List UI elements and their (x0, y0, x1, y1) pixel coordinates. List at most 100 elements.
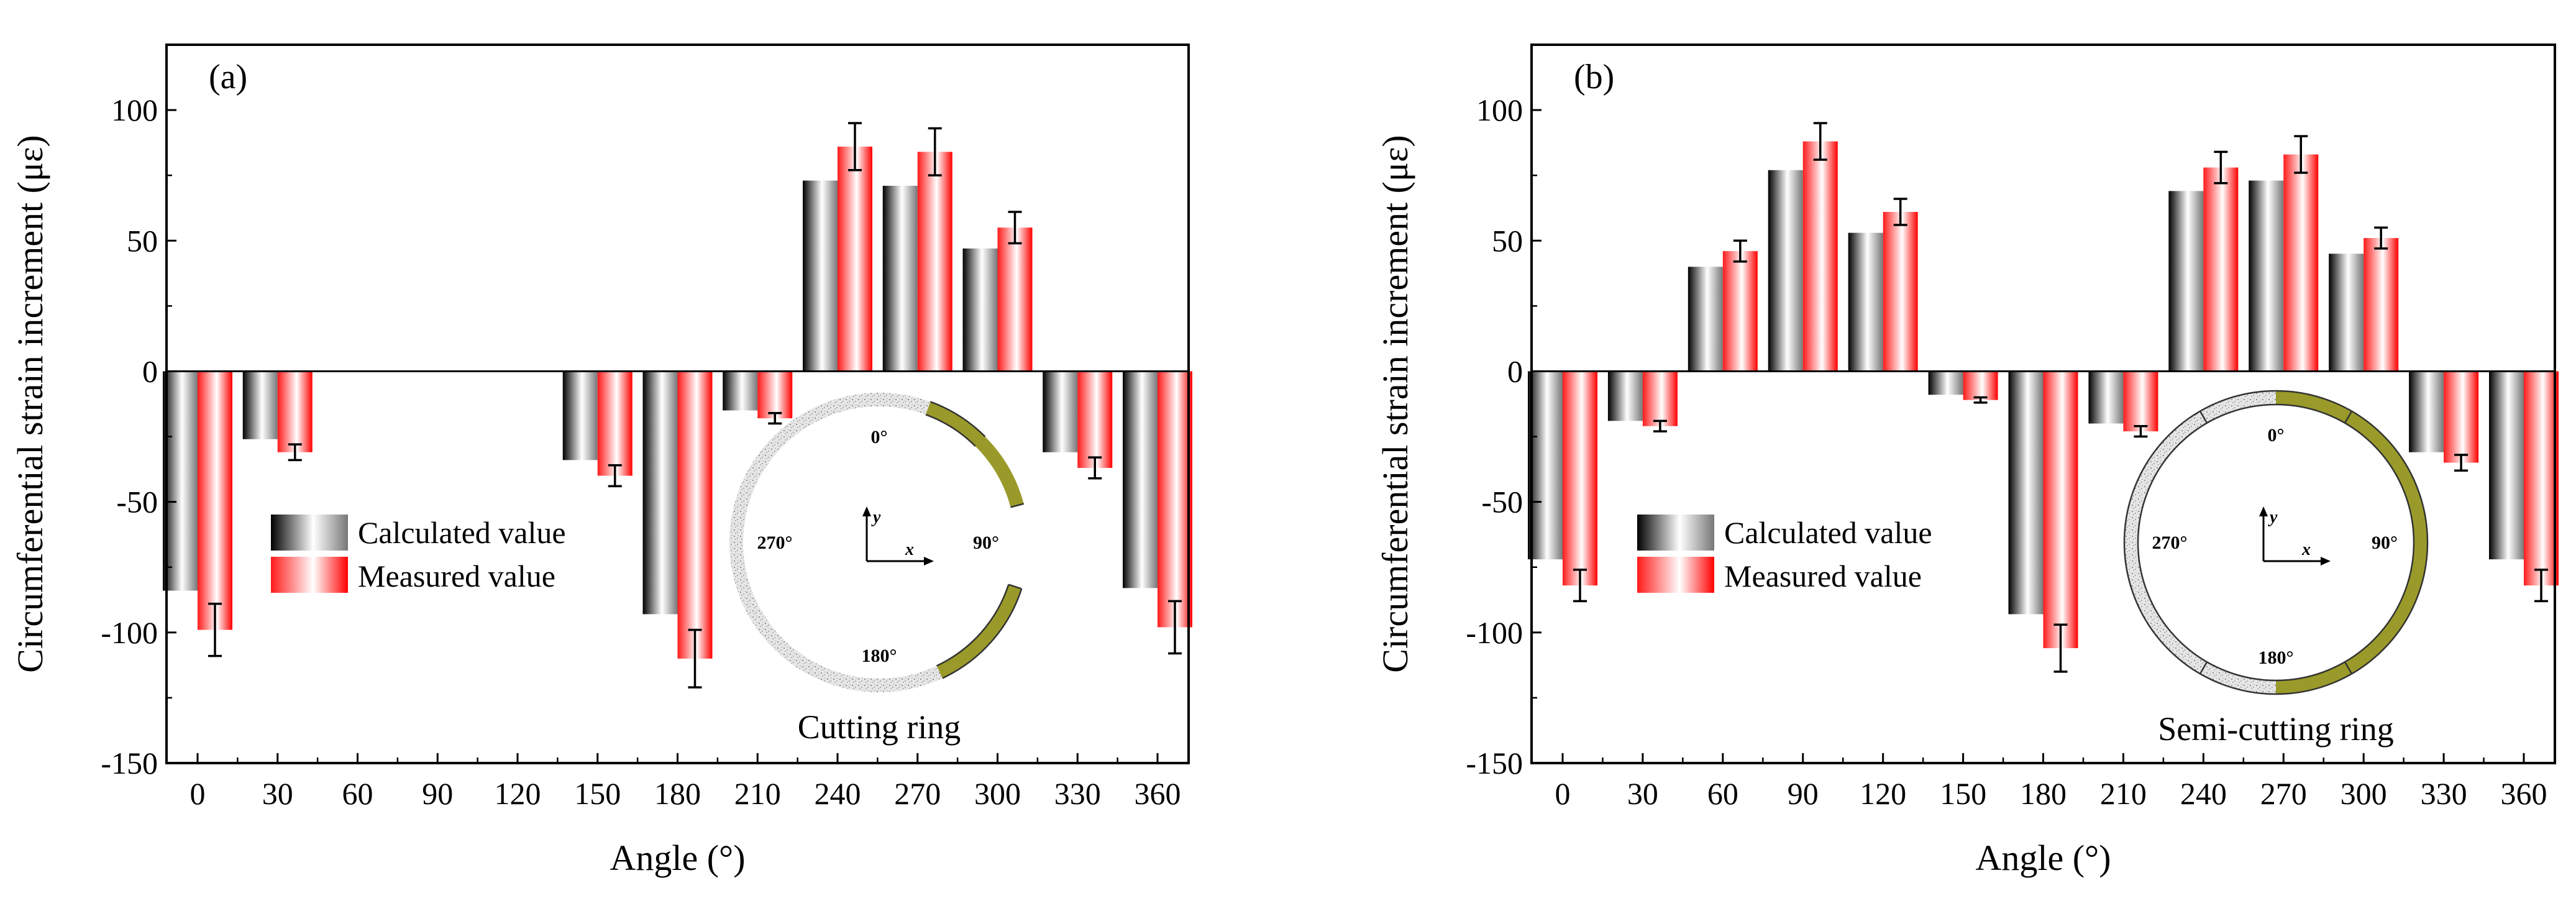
y-tick-label: -50 (116, 485, 158, 519)
ring-angle-label-270: 270° (2152, 533, 2188, 553)
error-bar (1893, 198, 1907, 226)
legend: Calculated value Measured value (271, 515, 566, 593)
error-bar (1573, 569, 1587, 603)
ring-segment (2124, 391, 2277, 694)
legend: Calculated value Measured value (1637, 515, 1932, 593)
x-tick-label: 180 (654, 776, 701, 811)
ring-highlight (936, 584, 1022, 679)
error-bar (1653, 419, 1667, 432)
inset-caption: Semi-cutting ring (2158, 710, 2393, 748)
ring-joint (2199, 661, 2208, 674)
legend-swatch-calculated (271, 515, 348, 551)
panel-b: 100 50 0 -50 -100 -150 0 30 60 90 120 150 180 210 240… (1375, 43, 2559, 878)
error-bar (608, 464, 622, 488)
y-tick-label: 0 (1507, 354, 1523, 388)
ring-angle-label-90: 90° (2372, 533, 2398, 553)
bar-measured (1077, 371, 1113, 468)
error-bar (1168, 600, 1182, 655)
x-tick-label: 90 (1788, 776, 1819, 811)
y-tick-label: -150 (1466, 746, 1523, 780)
error-bar (2534, 569, 2548, 603)
bar-measured (757, 371, 793, 419)
bar-calculated (723, 371, 758, 411)
x-tick-label: 30 (262, 776, 293, 811)
y-tick-label: 100 (111, 93, 158, 127)
ring-outline (2137, 403, 2415, 682)
ring-outline (936, 584, 1010, 667)
y-tick-label: 0 (142, 354, 158, 388)
error-bar (2053, 623, 2068, 673)
ring-x-label: x (905, 540, 914, 559)
x-tick-label: 360 (2501, 776, 2547, 811)
error-bar (2294, 135, 2308, 174)
bar-measured (1883, 212, 1918, 372)
bar-calculated (1607, 371, 1643, 421)
error-bar (1733, 239, 1747, 263)
error-bar (1088, 456, 1102, 480)
ring-joint (2344, 661, 2353, 674)
inset-caption: Cutting ring (798, 708, 961, 746)
bar-calculated (2088, 371, 2124, 424)
y-axis-label: Circumferential strain increment (με) (1375, 135, 1415, 673)
bar-calculated (2489, 371, 2524, 560)
bar-measured (277, 371, 313, 452)
ring-angle-label-180: 180° (862, 646, 897, 666)
x-tick-label: 60 (342, 776, 373, 811)
x-tick-label: 60 (1707, 776, 1738, 811)
y-tick-label: -150 (101, 746, 158, 780)
ring-highlight (2275, 391, 2428, 694)
ring-x-label: x (2301, 540, 2311, 559)
error-bar (2214, 150, 2228, 185)
bar-measured (2043, 371, 2078, 649)
x-axis-ticks: 0 30 60 90 120 150 180 210 240 270 300 330 360 (1555, 753, 2547, 811)
bar-measured (917, 152, 952, 372)
y-tick-label: -50 (1481, 485, 1523, 519)
ring-xy-axes (862, 506, 934, 565)
bars-layer (1528, 141, 2559, 649)
bar-calculated (962, 248, 998, 372)
x-tick-label: 0 (190, 776, 206, 811)
x-tick-label: 210 (734, 776, 781, 811)
bar-calculated (2008, 371, 2044, 615)
bar-calculated (1043, 371, 1078, 452)
x-axis-label: Angle (°) (610, 838, 745, 878)
bar-calculated (803, 180, 838, 372)
error-bar (688, 628, 702, 689)
x-tick-label: 150 (1940, 776, 1986, 811)
bar-calculated (1528, 371, 1563, 560)
x-tick-label: 300 (974, 776, 1021, 811)
bar-measured (1642, 371, 1678, 426)
bars-layer (163, 146, 1192, 659)
error-bar (1813, 122, 1827, 161)
x-tick-label: 90 (422, 776, 453, 811)
x-tick-label: 120 (495, 776, 541, 811)
x-tick-label: 0 (1555, 776, 1571, 811)
y-tick-label: -100 (101, 615, 158, 650)
ring-angle-label-0: 0° (871, 427, 888, 447)
bar-measured (1158, 371, 1192, 628)
ring-angle-label-270: 270° (757, 533, 793, 553)
error-bar (1973, 396, 1988, 404)
bar-calculated (163, 371, 198, 591)
bar-calculated (2409, 371, 2444, 452)
bar-measured (2444, 371, 2479, 463)
ring-outline (925, 414, 976, 447)
bar-measured (1563, 371, 1597, 586)
legend-swatch-measured (271, 557, 348, 593)
x-tick-label: 210 (2100, 776, 2147, 811)
ring-y-label: y (2268, 508, 2278, 527)
bar-measured (597, 371, 633, 476)
bar-measured (1963, 371, 1998, 400)
panel-a: 100 50 0 -50 -100 -150 0 30 60 90 120 150 180 210 240… (10, 43, 1192, 878)
ring-highlight (925, 401, 1024, 508)
bar-measured (2524, 371, 2559, 586)
bar-calculated (882, 185, 918, 372)
x-axis-label: Angle (°) (1975, 838, 2111, 878)
error-bar (2134, 424, 2148, 438)
legend-label-calculated: Calculated value (1724, 515, 1932, 550)
error-bars-layer (1573, 122, 2548, 673)
ring-segment (729, 393, 985, 692)
panel-label: (a) (209, 58, 247, 96)
legend-label-measured: Measured value (1724, 559, 1922, 593)
